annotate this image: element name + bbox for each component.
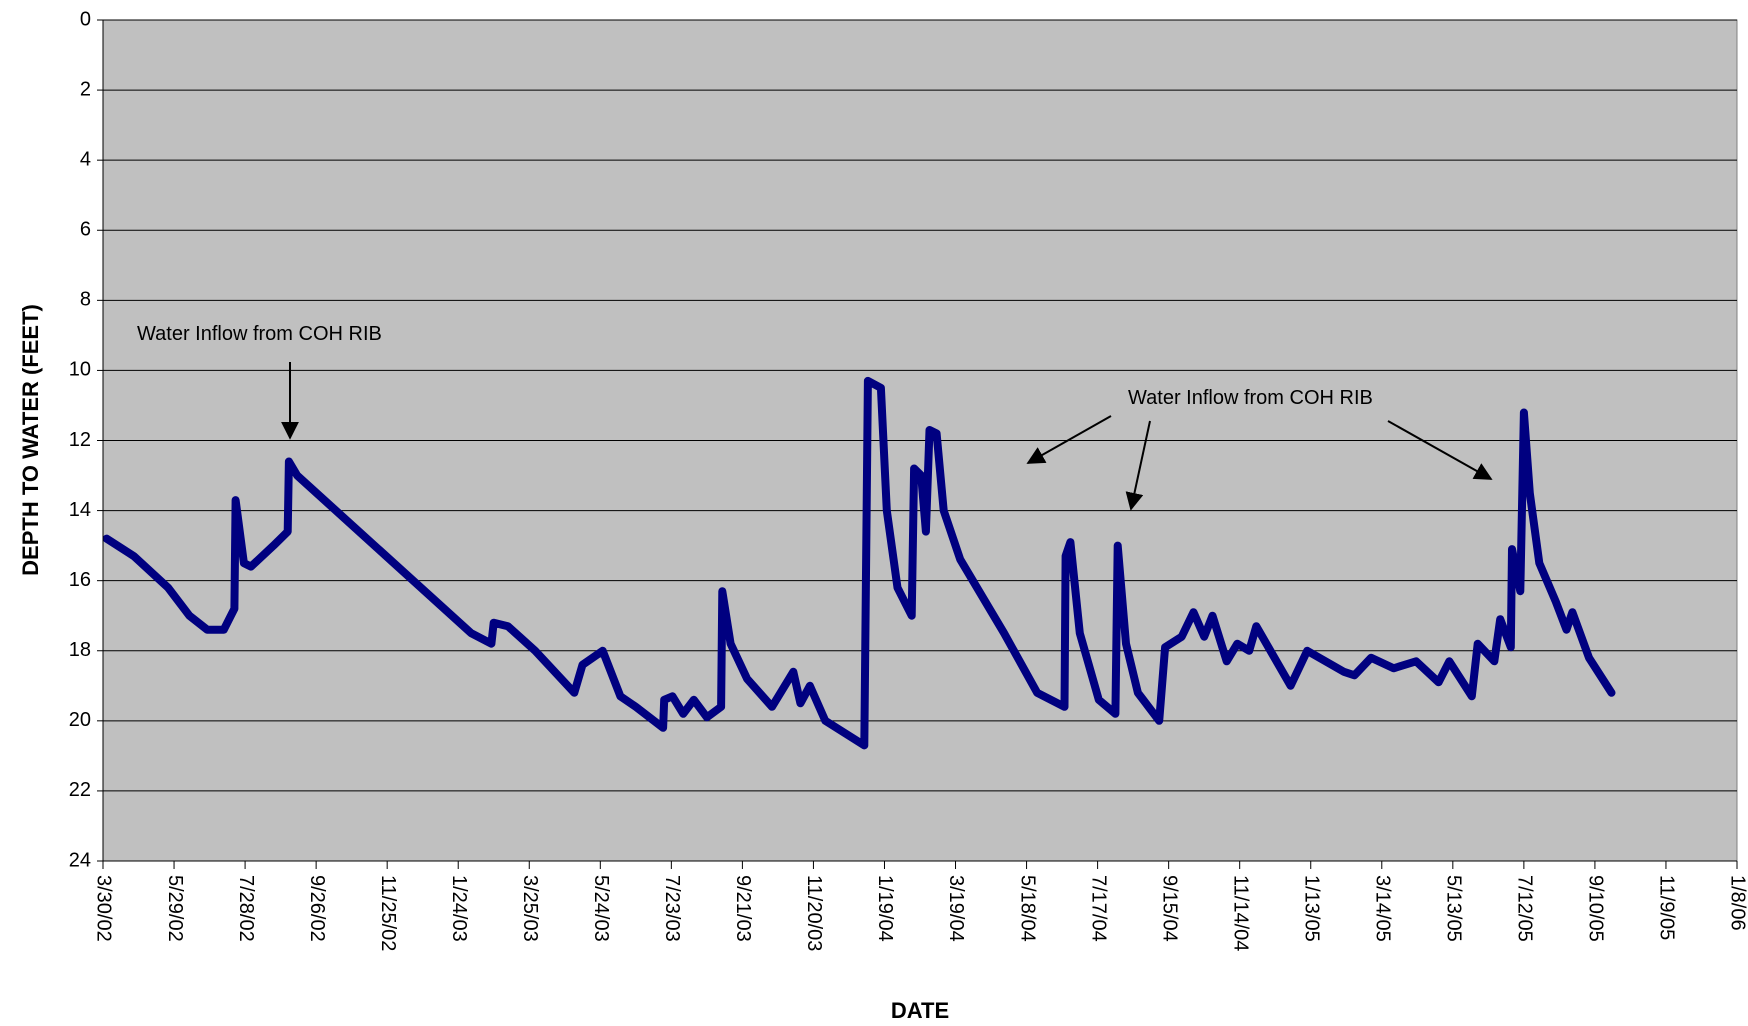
x-tick-label: 1/19/04 bbox=[874, 875, 896, 942]
data-line bbox=[102, 376, 1616, 750]
y-tick-label: 10 bbox=[69, 359, 91, 381]
x-tick-label: 7/23/03 bbox=[661, 875, 683, 942]
y-tick-label: 8 bbox=[80, 289, 91, 311]
x-tick-label: 3/25/03 bbox=[519, 875, 541, 942]
y-tick-label: 6 bbox=[80, 219, 91, 241]
x-tick-label: 9/21/03 bbox=[732, 875, 754, 942]
x-tick-label: 7/12/05 bbox=[1514, 875, 1536, 942]
x-tick-label: 1/8/06 bbox=[1727, 875, 1748, 931]
y-tick-label: 24 bbox=[69, 849, 91, 871]
annotation-arrow bbox=[1026, 415, 1112, 464]
y-tick-label: 18 bbox=[69, 639, 91, 661]
x-tick-label: 11/9/05 bbox=[1656, 875, 1678, 940]
annotation: Water Inflow from COH RIB bbox=[137, 323, 382, 345]
x-tick-label: 9/26/02 bbox=[306, 875, 328, 942]
y-tick-label: 2 bbox=[80, 78, 91, 100]
x-tick-label: 5/29/02 bbox=[164, 875, 186, 942]
y-tick-label: 14 bbox=[69, 499, 91, 521]
annotation-arrow bbox=[1387, 420, 1493, 480]
x-tick-label: 11/14/04 bbox=[1229, 875, 1251, 951]
x-tick-label: 7/28/02 bbox=[235, 875, 257, 942]
x-tick-label: 9/10/05 bbox=[1585, 875, 1607, 942]
x-tick-label: 3/14/05 bbox=[1372, 875, 1394, 942]
x-tick-label: 3/19/04 bbox=[945, 875, 967, 942]
x-tick-label: 11/20/03 bbox=[803, 875, 825, 951]
y-tick-label: 16 bbox=[69, 569, 91, 591]
x-tick-label: 9/15/04 bbox=[1158, 875, 1180, 942]
annotation-arrow bbox=[1125, 420, 1151, 511]
y-tick-label: 0 bbox=[80, 8, 91, 30]
x-tick-label: 3/30/02 bbox=[93, 875, 115, 942]
x-axis-label: DATE bbox=[891, 998, 949, 1023]
y-tick-label: 4 bbox=[80, 148, 91, 170]
x-tick-label: 7/17/04 bbox=[1087, 875, 1109, 942]
x-tick-label: 5/24/03 bbox=[590, 875, 612, 942]
x-tick-label: 1/24/03 bbox=[448, 875, 470, 942]
y-axis-label: DEPTH TO WATER (FEET) bbox=[18, 304, 43, 576]
x-tick-label: 1/13/05 bbox=[1300, 875, 1322, 942]
x-tick-label: 11/25/02 bbox=[377, 875, 399, 951]
x-tick-label: 5/13/05 bbox=[1443, 875, 1465, 942]
x-tick-label: 5/18/04 bbox=[1016, 875, 1038, 942]
y-tick-label: 20 bbox=[69, 709, 91, 731]
annotation: Water Inflow from COH RIB bbox=[1128, 387, 1373, 409]
y-tick-label: 22 bbox=[69, 779, 91, 801]
y-tick-label: 12 bbox=[69, 429, 91, 451]
